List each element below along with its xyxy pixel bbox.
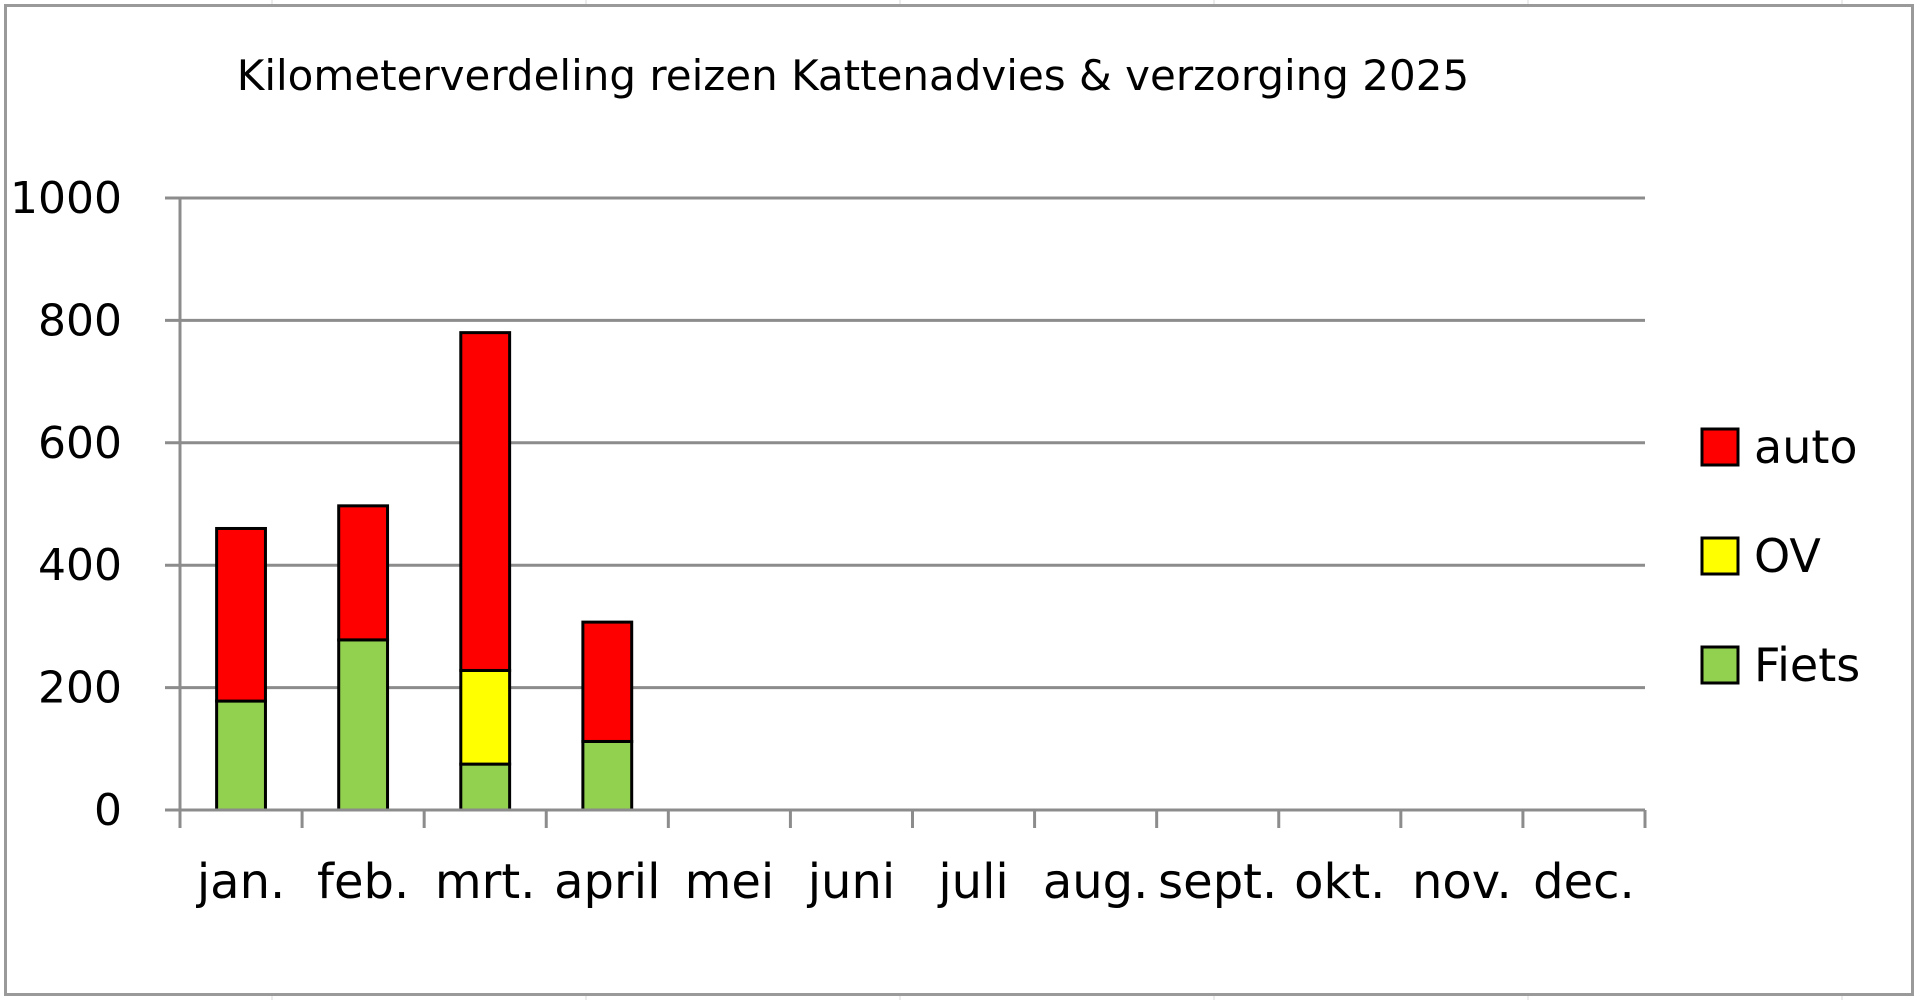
axes [165,198,1647,828]
bar-ov-2[interactable] [459,668,512,766]
chart-title: Kilometerverdeling reizen Kattenadvies &… [237,51,1469,100]
legend: auto OV Fiets [1700,420,1860,692]
legend-item-auto[interactable]: auto [1700,420,1858,474]
legend-swatch [1700,427,1740,467]
bar-fiets-2[interactable] [459,762,512,812]
bar-auto-0[interactable] [215,526,267,703]
legend-swatch [1700,645,1740,685]
gridlines [165,196,1645,690]
bar-fiets-3[interactable] [581,739,634,812]
y-tick-label: 800 [38,295,122,346]
x-tick-label: mei [685,854,775,910]
y-tick-label: 0 [94,785,122,836]
legend-item-ov[interactable]: OV [1700,529,1821,583]
legend-label: auto [1754,420,1858,474]
x-tick-label: dec. [1533,854,1635,910]
y-tick-label: 1000 [10,173,122,224]
x-tick-label: mrt. [435,854,536,910]
legend-label: OV [1754,529,1821,583]
y-tick-label: 200 [38,663,122,714]
bars [215,331,634,812]
y-axis-tick-labels: 0 200 400 600 800 1000 [10,173,122,836]
x-tick-label: jan. [196,854,285,910]
x-tick-label: aug. [1043,854,1149,910]
y-tick-label: 600 [38,418,122,469]
x-tick-label: juli [937,854,1008,910]
bar-auto-2[interactable] [459,331,512,672]
x-tick-label: nov. [1412,854,1512,910]
legend-swatch [1700,536,1740,576]
legend-item-fiets[interactable]: Fiets [1700,638,1860,692]
bar-auto-3[interactable] [581,620,634,743]
chart-area[interactable] [4,4,1914,996]
x-tick-label: sept. [1158,854,1277,910]
y-tick-label: 400 [38,540,122,591]
legend-label: Fiets [1754,638,1860,692]
bar-fiets-0[interactable] [215,699,267,812]
x-tick-label: okt. [1294,854,1385,910]
x-tick-label: feb. [317,854,409,910]
x-tick-label: april [554,854,660,910]
x-tick-label: juni [807,854,896,910]
x-axis-tick-labels: jan. feb. mrt. april mei juni juli aug. sept. okt… [196,854,1635,910]
bar-auto-1[interactable] [337,504,390,642]
bar-fiets-1[interactable] [337,638,390,812]
